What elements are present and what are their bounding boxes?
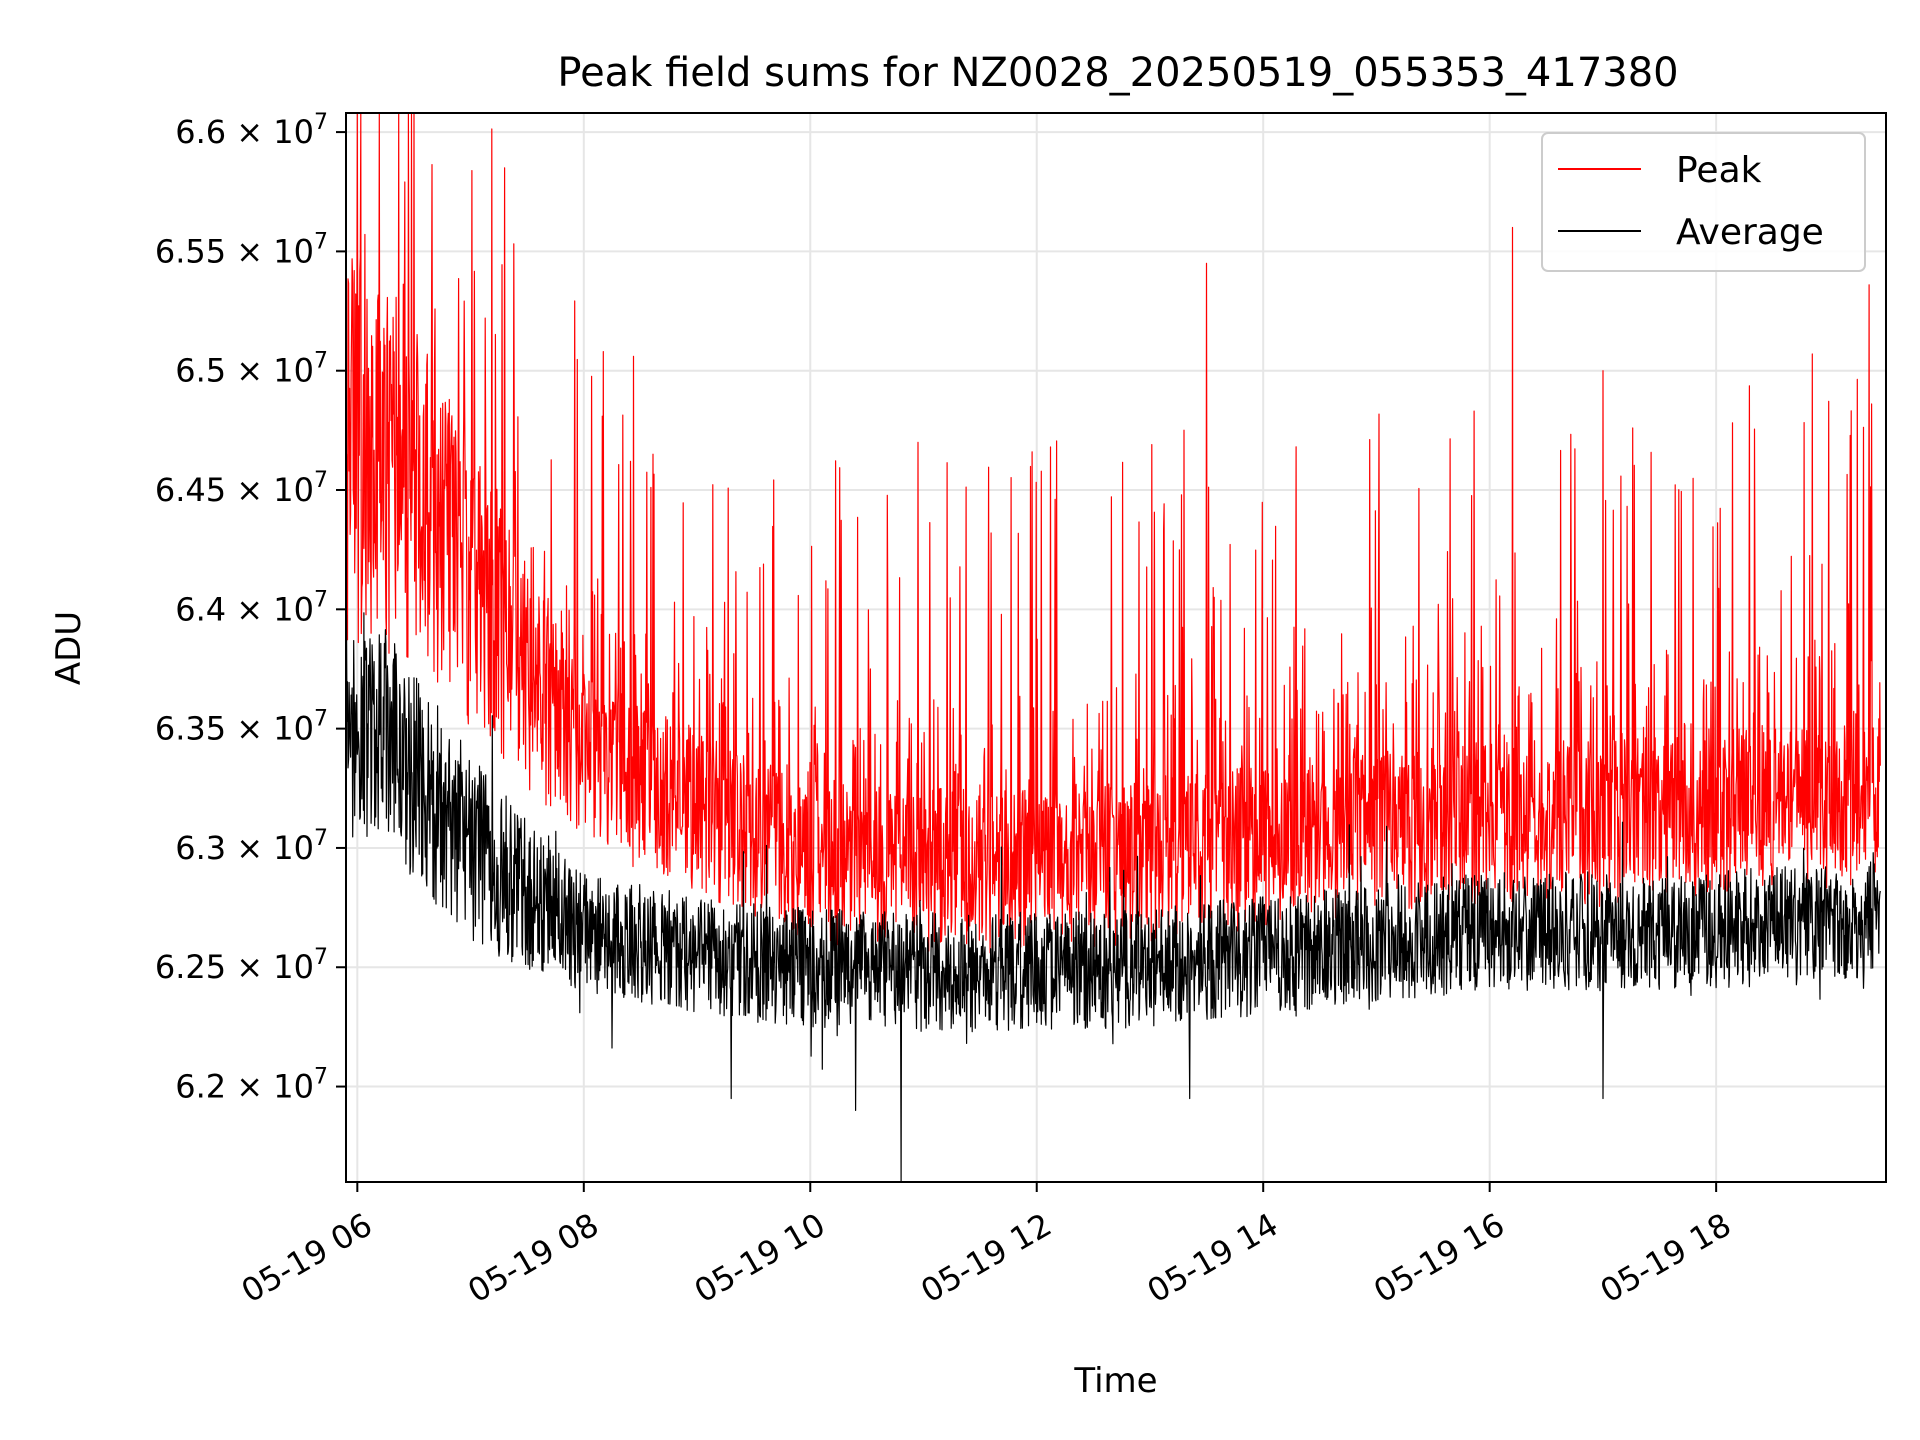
y-tick-label: 6.4 × 107 [175,587,328,628]
y-tick-label: 6.2 × 107 [175,1065,328,1106]
legend: Peak Average [1541,132,1866,272]
series-layer [345,112,1881,1183]
chart-title: Peak field sums for NZ0028_20250519_0553… [557,50,1678,96]
y-tick-label: 6.35 × 107 [155,707,328,748]
plot-frame [345,112,1887,1183]
legend-box [1541,132,1866,272]
series-average-line [345,612,1881,1183]
y-axis-label: ADU [49,611,89,685]
legend-average-label: Average [1676,212,1824,253]
y-tick-label: 6.3 × 107 [175,826,328,867]
legend-peak-label: Peak [1676,150,1762,191]
y-tick-label: 6.45 × 107 [155,468,328,509]
y-tick-label: 6.6 × 107 [175,110,328,151]
y-axis-ticks: 6.2 × 107 6.25 × 107 6.3 × 107 6.35 × 107 6.… [155,110,346,1106]
y-tick-label: 6.5 × 107 [175,349,328,390]
x-axis-label: Time [1073,1361,1157,1401]
y-tick-label: 6.55 × 107 [155,229,328,270]
y-tick-label: 6.25 × 107 [155,945,328,986]
series-peak-line [345,112,1881,954]
